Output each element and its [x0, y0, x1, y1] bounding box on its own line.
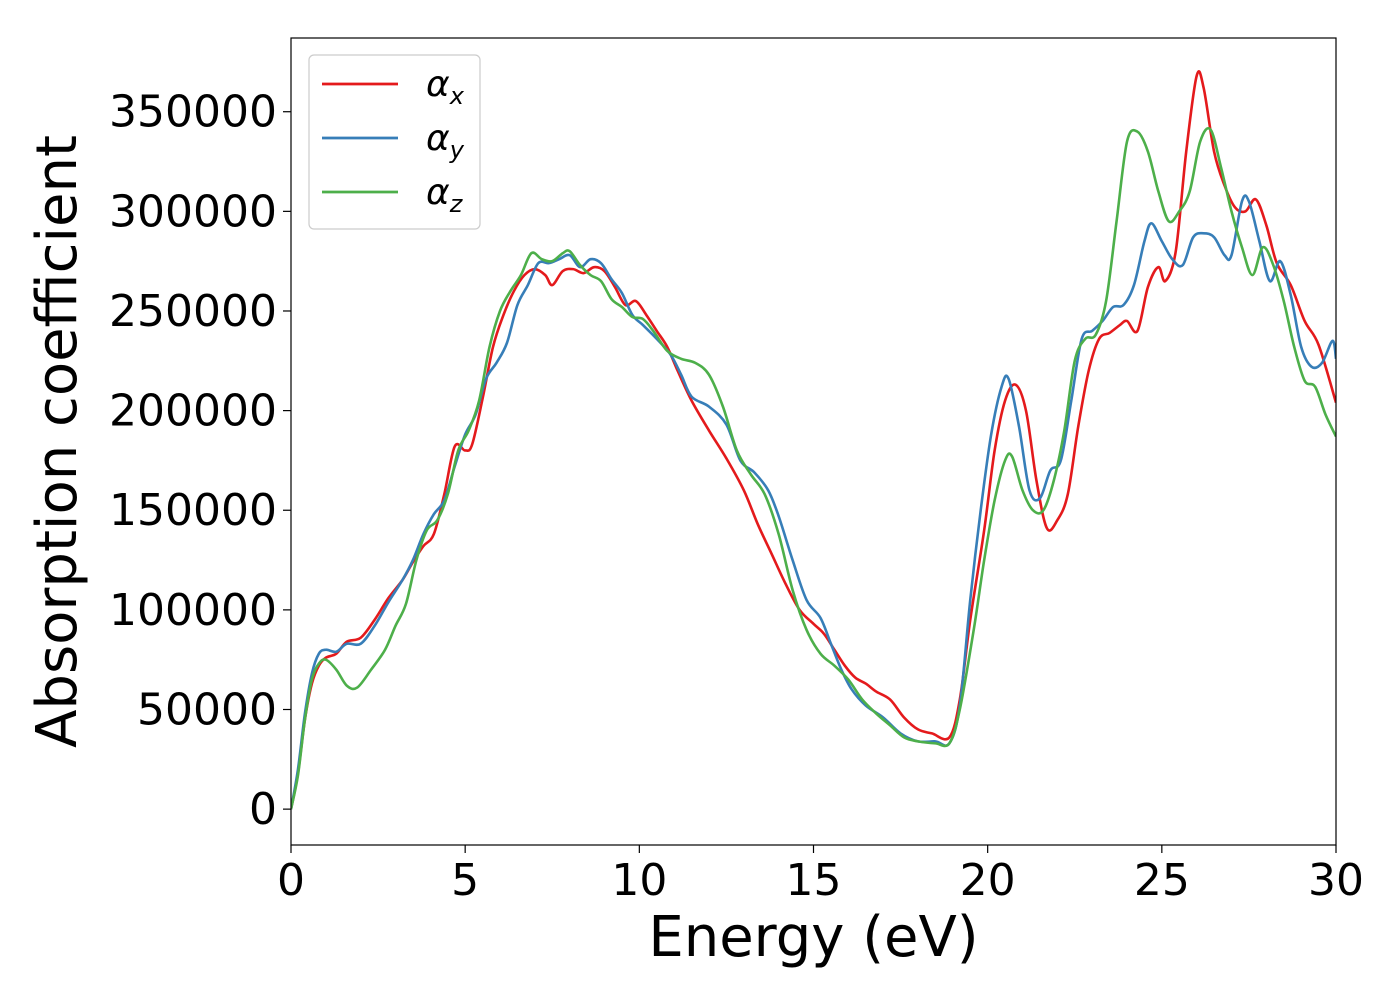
x-tick-label: 0	[277, 855, 305, 906]
series-layer	[291, 70, 1336, 810]
x-axis-label: Energy (eV)	[648, 905, 978, 970]
y-axis-ticks: 0 50000 100000 150000 200000 250000 300000 3500…	[109, 87, 291, 835]
legend-label-alpha-z: αz	[426, 172, 464, 218]
y-tick-label: 50000	[137, 685, 277, 736]
legend: αx αy αz	[308, 54, 481, 230]
x-tick-label: 10	[611, 855, 667, 906]
y-tick-label: 250000	[109, 286, 277, 337]
y-tick-label: 200000	[109, 386, 277, 437]
legend-label-alpha-y: αy	[426, 118, 465, 164]
x-tick-label: 5	[451, 855, 479, 906]
y-axis-label: Absorption coefficient	[25, 135, 90, 748]
x-tick-label: 15	[786, 855, 842, 906]
x-axis-ticks: 0 5 10 15 20 25 30	[277, 845, 1364, 906]
y-tick-label: 100000	[109, 585, 277, 636]
y-tick-label: 300000	[109, 186, 277, 237]
y-tick-label: 150000	[109, 485, 277, 536]
series-line-alpha-z	[291, 126, 1336, 810]
y-tick-label: 0	[249, 784, 277, 835]
legend-label-alpha-x: αx	[426, 64, 465, 110]
y-tick-label: 350000	[109, 87, 277, 138]
x-tick-label: 20	[960, 855, 1016, 906]
legend-box	[308, 54, 481, 230]
x-tick-label: 30	[1308, 855, 1364, 906]
series-line-alpha-x	[291, 70, 1336, 810]
x-tick-label: 25	[1134, 855, 1190, 906]
